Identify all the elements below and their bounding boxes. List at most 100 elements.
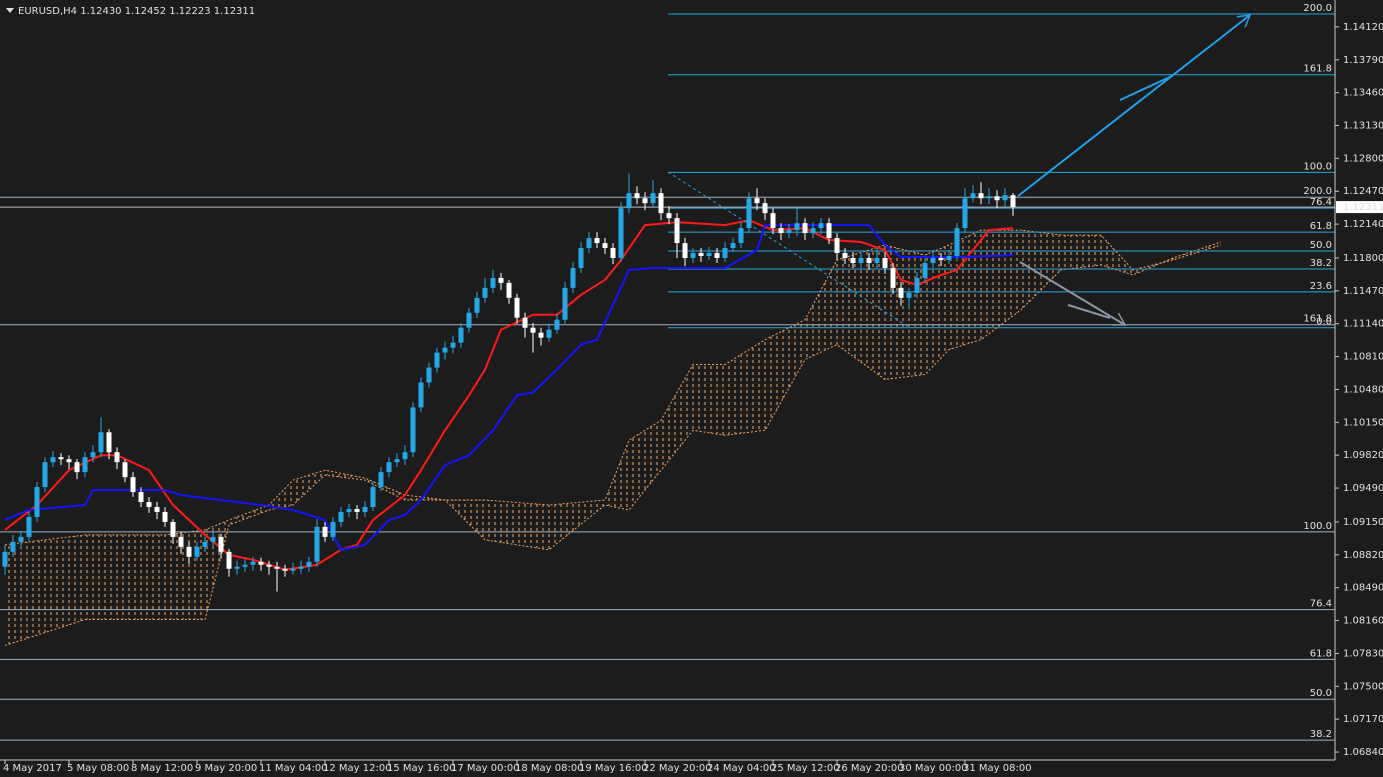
candle-body xyxy=(826,223,832,239)
x-tick-label: 31 May 08:00 xyxy=(963,763,1032,774)
x-tick-label: 4 May 2017 xyxy=(3,763,62,774)
candle-body xyxy=(402,452,408,460)
candle-body xyxy=(34,487,40,517)
candle-body xyxy=(642,198,648,204)
candle-body xyxy=(194,546,200,557)
fib-level-label: 50.0 xyxy=(1310,240,1332,251)
candle-body xyxy=(314,526,320,562)
candle-body xyxy=(834,238,840,254)
x-tick-label: 15 May 16:00 xyxy=(387,763,456,774)
x-tick-label: 30 May 00:00 xyxy=(899,763,968,774)
y-tick-label: 1.12800 xyxy=(1343,153,1383,164)
candle-body xyxy=(874,257,880,263)
y-tick-label: 1.12140 xyxy=(1343,219,1383,230)
y-tick-label: 1.08160 xyxy=(1343,616,1383,627)
candle-body xyxy=(850,257,856,263)
candle-body xyxy=(178,536,184,547)
indicator-line xyxy=(4,224,1014,551)
candle-body xyxy=(186,546,192,557)
candle-body xyxy=(418,382,424,408)
candle-body xyxy=(330,521,336,537)
x-tick-label: 17 May 00:00 xyxy=(451,763,520,774)
candle-body xyxy=(562,287,568,320)
candle-body xyxy=(618,208,624,258)
y-tick-label: 1.13790 xyxy=(1343,55,1383,66)
candle-body xyxy=(538,332,544,338)
candle-body xyxy=(1002,195,1008,201)
fib-level-label: 38.2 xyxy=(1310,729,1332,740)
candle-body xyxy=(770,213,776,229)
candle-body xyxy=(882,257,888,268)
candle-body xyxy=(930,257,936,263)
candle-body xyxy=(298,566,304,569)
candle-body xyxy=(650,193,656,204)
fib-level-label: 100.0 xyxy=(1303,521,1332,532)
candle-body xyxy=(482,287,488,298)
candle-body xyxy=(58,457,64,460)
y-tick-label: 1.12470 xyxy=(1343,186,1383,197)
candle-body xyxy=(370,487,376,507)
candle-body xyxy=(226,551,232,569)
candle-body xyxy=(818,223,824,229)
candle-body xyxy=(2,551,8,567)
candle-body xyxy=(858,257,864,263)
current-price-label: 1.12311 xyxy=(1343,202,1383,213)
fib-level-label: 0.0 xyxy=(1316,317,1332,328)
candle-body xyxy=(954,228,960,256)
candle-body xyxy=(586,238,592,249)
candle-body xyxy=(514,297,520,318)
candle-body xyxy=(578,248,584,268)
candle-body xyxy=(458,327,464,343)
x-tick-label: 8 May 12:00 xyxy=(131,763,193,774)
x-tick-label: 24 May 04:00 xyxy=(707,763,776,774)
candle-body xyxy=(242,564,248,567)
candle-body xyxy=(714,253,720,258)
candle-body xyxy=(10,541,16,552)
candle-body xyxy=(754,198,760,204)
candle-body xyxy=(282,568,288,571)
fib-level-label: 200.0 xyxy=(1303,3,1332,14)
fib-level-label: 23.6 xyxy=(1310,281,1332,292)
candle-body xyxy=(594,238,600,244)
candle-body xyxy=(506,282,512,298)
candle-body xyxy=(690,253,696,258)
candle-body xyxy=(434,352,440,368)
candle-body xyxy=(346,508,352,512)
candle-body xyxy=(426,367,432,383)
candle-body xyxy=(146,502,152,507)
x-tick-label: 22 May 20:00 xyxy=(643,763,712,774)
y-tick-label: 1.09820 xyxy=(1343,450,1383,461)
candle-body xyxy=(546,329,552,338)
y-tick-label: 1.11470 xyxy=(1343,286,1383,297)
candle-body xyxy=(794,223,800,231)
x-tick-label: 11 May 04:00 xyxy=(259,763,328,774)
candle-body xyxy=(378,472,384,488)
fib-level-label: 161.8 xyxy=(1303,64,1332,75)
candle-body xyxy=(746,198,752,229)
candle-body xyxy=(410,407,416,453)
y-tick-label: 1.10150 xyxy=(1343,417,1383,428)
fib-level-label: 61.8 xyxy=(1310,648,1332,659)
candle-body xyxy=(18,536,24,542)
candle-body xyxy=(154,506,160,512)
y-tick-label: 1.09150 xyxy=(1343,517,1383,528)
candle-body xyxy=(442,347,448,353)
fib-level-label: 50.0 xyxy=(1310,688,1332,699)
candle-body xyxy=(114,452,120,463)
candle-body xyxy=(218,536,224,552)
fib-level-label: 76.4 xyxy=(1310,599,1332,610)
y-tick-label: 1.07170 xyxy=(1343,714,1383,725)
chart-title: EURUSD,H4 1.12430 1.12452 1.12223 1.1231… xyxy=(18,6,255,17)
candle-body xyxy=(306,561,312,567)
candle-body xyxy=(722,248,728,258)
candle-body xyxy=(170,521,176,537)
candle-body xyxy=(610,248,616,258)
candle-body xyxy=(290,568,296,571)
y-tick-label: 1.09490 xyxy=(1343,483,1383,494)
candle-body xyxy=(666,213,672,219)
candle-body xyxy=(914,277,920,293)
cloud-span xyxy=(4,241,1222,646)
candle-body xyxy=(130,477,136,493)
fib-level-label: 161.8 xyxy=(1303,314,1332,325)
candle-body xyxy=(730,243,736,249)
